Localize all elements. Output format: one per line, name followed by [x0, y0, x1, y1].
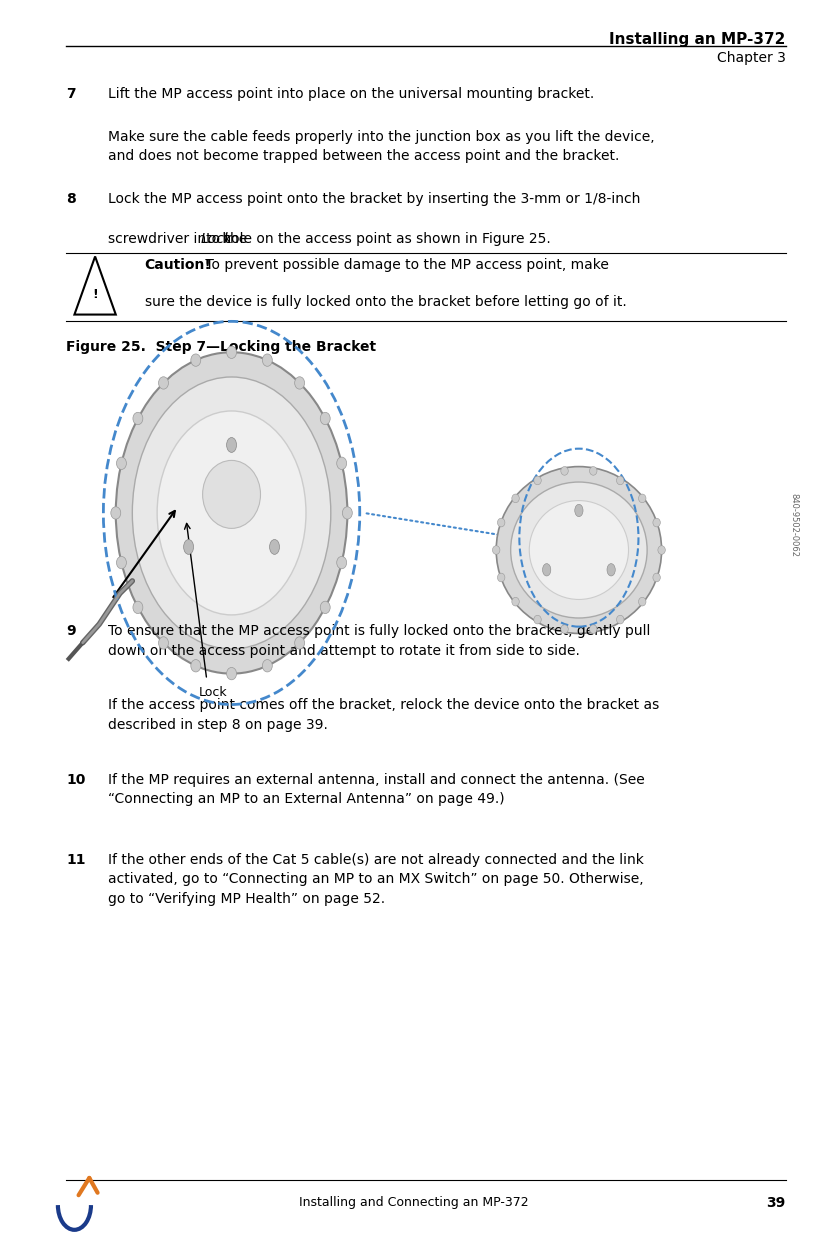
Ellipse shape	[512, 494, 519, 503]
Ellipse shape	[133, 601, 143, 613]
Ellipse shape	[492, 546, 500, 555]
Circle shape	[607, 564, 615, 576]
Ellipse shape	[653, 518, 660, 527]
Ellipse shape	[616, 616, 624, 624]
Text: 10: 10	[66, 772, 85, 786]
Ellipse shape	[294, 377, 304, 389]
Ellipse shape	[117, 457, 127, 470]
Ellipse shape	[320, 601, 330, 613]
Ellipse shape	[616, 476, 624, 485]
Ellipse shape	[590, 466, 597, 475]
Ellipse shape	[133, 413, 143, 425]
Text: 9: 9	[66, 624, 76, 638]
Ellipse shape	[638, 494, 646, 503]
Ellipse shape	[294, 637, 304, 649]
Ellipse shape	[159, 637, 169, 649]
Ellipse shape	[116, 352, 347, 674]
Text: If the access point comes off the bracket, relock the device onto the bracket as: If the access point comes off the bracke…	[108, 698, 659, 732]
Ellipse shape	[534, 616, 541, 624]
Text: Make sure the cable feeds properly into the junction box as you lift the device,: Make sure the cable feeds properly into …	[108, 130, 654, 163]
Text: Installing an MP-372: Installing an MP-372	[609, 32, 786, 47]
Ellipse shape	[590, 625, 597, 634]
Text: Lock the MP access point onto the bracket by inserting the 3-mm or 1/8-inch: Lock the MP access point onto the bracke…	[108, 192, 640, 205]
Ellipse shape	[498, 518, 505, 527]
Ellipse shape	[561, 625, 568, 634]
Ellipse shape	[534, 476, 542, 485]
Ellipse shape	[262, 660, 272, 672]
Ellipse shape	[496, 467, 662, 634]
Text: 39: 39	[767, 1195, 786, 1210]
Ellipse shape	[191, 660, 201, 672]
Ellipse shape	[227, 346, 237, 358]
Ellipse shape	[561, 466, 568, 475]
Circle shape	[575, 504, 583, 517]
Text: Caution!: Caution!	[145, 258, 212, 272]
Text: If the MP requires an external antenna, install and connect the antenna. (See
“C: If the MP requires an external antenna, …	[108, 772, 644, 806]
Ellipse shape	[262, 353, 272, 366]
Ellipse shape	[638, 597, 646, 606]
Ellipse shape	[157, 412, 306, 616]
Ellipse shape	[159, 377, 169, 389]
Text: 840-9502-0062: 840-9502-0062	[790, 493, 798, 557]
Ellipse shape	[337, 556, 347, 569]
Ellipse shape	[512, 597, 519, 606]
Ellipse shape	[117, 556, 127, 569]
Text: 8: 8	[66, 192, 76, 205]
Ellipse shape	[342, 507, 352, 519]
Ellipse shape	[510, 482, 647, 618]
Text: sure the device is fully locked onto the bracket before letting go of it.: sure the device is fully locked onto the…	[145, 295, 627, 309]
Circle shape	[270, 540, 280, 555]
Ellipse shape	[227, 667, 237, 680]
Text: Figure 25.  Step 7—Locking the Bracket: Figure 25. Step 7—Locking the Bracket	[66, 340, 376, 353]
Ellipse shape	[529, 501, 629, 599]
Text: If the other ends of the Cat 5 cable(s) are not already connected and the link
a: If the other ends of the Cat 5 cable(s) …	[108, 853, 643, 906]
Circle shape	[543, 564, 551, 576]
Ellipse shape	[203, 461, 261, 529]
Text: 7: 7	[66, 87, 76, 100]
Text: Lock: Lock	[198, 686, 227, 700]
Text: screwdriver into the: screwdriver into the	[108, 232, 251, 246]
Ellipse shape	[657, 546, 665, 555]
Text: Chapter 3: Chapter 3	[717, 51, 786, 64]
Ellipse shape	[132, 377, 331, 649]
Text: Lift the MP access point into place on the universal mounting bracket.: Lift the MP access point into place on t…	[108, 87, 594, 100]
Ellipse shape	[337, 457, 347, 470]
Text: hole on the access point as shown in Figure 25.: hole on the access point as shown in Fig…	[218, 232, 551, 246]
Text: Installing and Connecting an MP-372: Installing and Connecting an MP-372	[299, 1196, 528, 1209]
Ellipse shape	[191, 353, 201, 366]
Text: To prevent possible damage to the MP access point, make: To prevent possible damage to the MP acc…	[201, 258, 609, 272]
Ellipse shape	[653, 574, 660, 582]
Ellipse shape	[111, 507, 121, 519]
Text: 11: 11	[66, 853, 86, 866]
Text: Lock: Lock	[200, 232, 232, 246]
Circle shape	[227, 438, 237, 452]
Ellipse shape	[320, 413, 330, 425]
Ellipse shape	[498, 574, 505, 582]
Text: To ensure that the MP access point is fully locked onto the bracket, gently pull: To ensure that the MP access point is fu…	[108, 624, 650, 658]
Circle shape	[184, 540, 194, 555]
Text: !: !	[93, 288, 98, 302]
